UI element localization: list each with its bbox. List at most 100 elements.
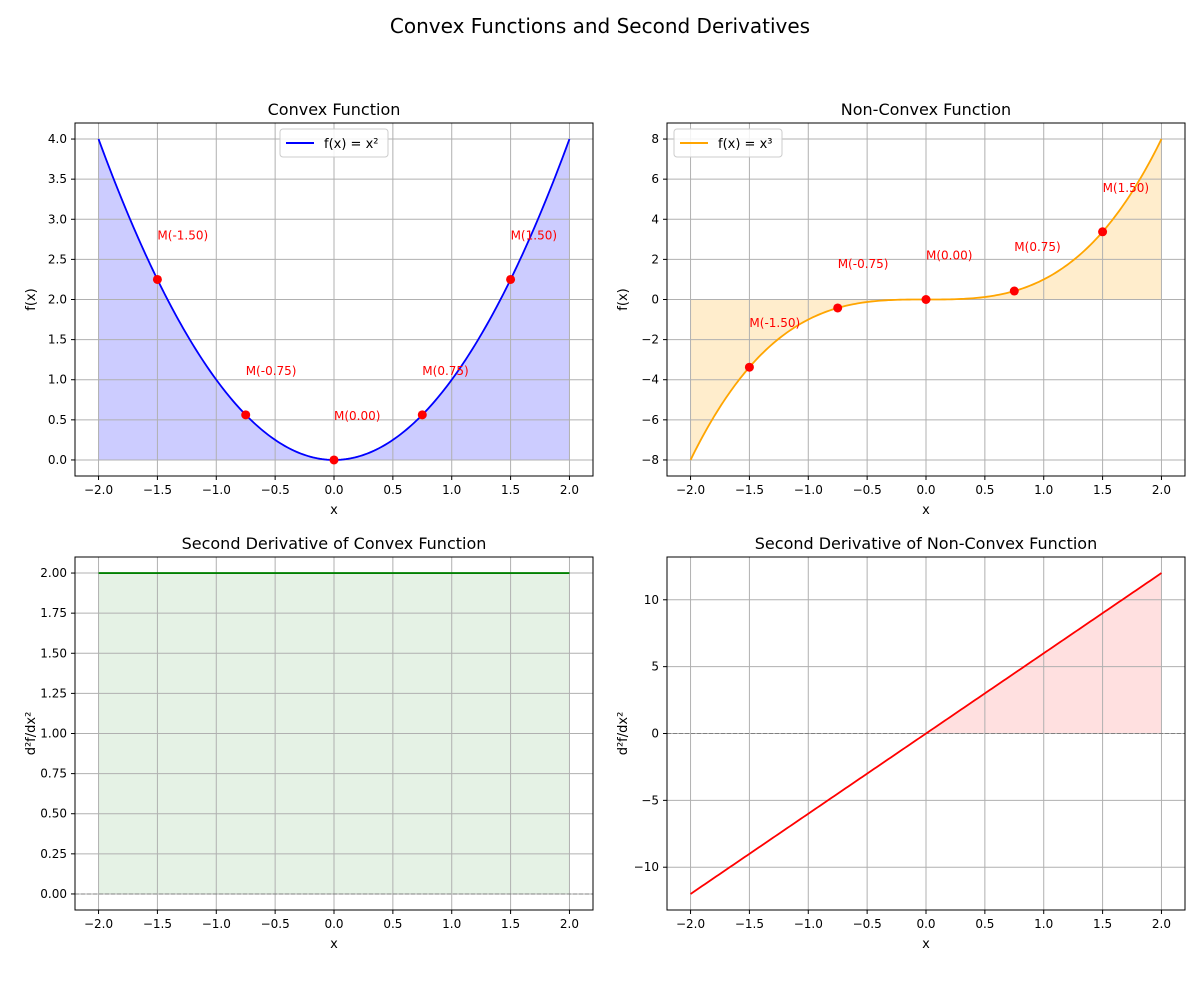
x-axis-label: x <box>330 937 338 952</box>
x-tick-label: 0.0 <box>324 917 343 931</box>
legend: f(x) = x³ <box>673 128 783 158</box>
data-point <box>241 410 251 420</box>
point-annotation: M(0.75) <box>1014 240 1060 254</box>
y-tick-label: 1.50 <box>40 646 67 660</box>
y-tick-label: −2 <box>641 333 659 347</box>
legend-box <box>279 128 389 158</box>
x-tick-label: −1.0 <box>794 483 823 497</box>
y-tick-label: 6 <box>651 172 659 186</box>
legend-box <box>673 128 783 158</box>
plot-area <box>75 557 593 910</box>
y-tick-label: 3.5 <box>48 172 67 186</box>
x-tick-label: 1.5 <box>1093 483 1112 497</box>
x-tick-label: −1.0 <box>202 483 231 497</box>
x-tick-label: 0.5 <box>383 483 402 497</box>
y-tick-label: −6 <box>641 413 659 427</box>
point-annotation: M(0.75) <box>422 364 468 378</box>
y-tick-label: 2.0 <box>48 293 67 307</box>
x-tick-label: −1.5 <box>143 483 172 497</box>
y-tick-label: 4.0 <box>48 132 67 146</box>
data-point <box>152 274 162 284</box>
x-tick-label: 0.0 <box>916 917 935 931</box>
y-tick-label: −10 <box>634 860 659 874</box>
non-convex-second-derivative-panel: −2.0 −1.5 −1.0 −0.5 0.0 0.5 1.0 1.5 2.0 −10 −5 0 5 10… <box>616 534 1186 952</box>
x-tick-label: −2.0 <box>84 917 113 931</box>
y-tick-label: 4 <box>651 212 659 226</box>
y-tick-label: −8 <box>641 453 659 467</box>
x-tick-label: −0.5 <box>853 483 882 497</box>
chart-title: Second Derivative of Non-Convex Function <box>755 534 1097 553</box>
y-tick-label: 1.0 <box>48 373 67 387</box>
x-tick-label: 2.0 <box>1152 483 1171 497</box>
y-tick-label: 0.5 <box>48 413 67 427</box>
y-tick-label: 2 <box>651 252 659 266</box>
x-tick-label: 1.0 <box>442 917 461 931</box>
convex-function-panel: M(-1.50) M(-0.75) M(0.00) M(0.75) M(1.50) −2.… <box>24 100 594 518</box>
y-tick-label: 3.0 <box>48 212 67 226</box>
x-tick-label: 0.5 <box>975 483 994 497</box>
y-tick-label: 8 <box>651 132 659 146</box>
point-annotation: M(0.00) <box>926 249 972 263</box>
x-tick-label: 1.0 <box>442 483 461 497</box>
point-annotation: M(1.50) <box>1103 181 1149 195</box>
y-tick-label: 0.0 <box>48 453 67 467</box>
y-tick-label: 10 <box>644 593 659 607</box>
y-tick-label: 2.00 <box>40 566 67 580</box>
x-tick-label: 1.5 <box>1093 917 1112 931</box>
y-axis-label: d²f/dx² <box>24 712 39 756</box>
x-tick-label: 2.0 <box>560 483 579 497</box>
y-tick-label: 1.25 <box>40 686 67 700</box>
y-tick-label: 0.50 <box>40 807 67 821</box>
y-tick-label: 0.75 <box>40 767 67 781</box>
plot-area <box>667 557 1185 910</box>
x-axis-label: x <box>922 503 930 518</box>
point-annotation: M(-1.50) <box>157 228 208 242</box>
x-tick-label: 2.0 <box>560 917 579 931</box>
plot-area <box>75 123 593 476</box>
x-tick-label: −2.0 <box>84 483 113 497</box>
data-point <box>417 410 427 420</box>
chart-title: Second Derivative of Convex Function <box>182 534 487 553</box>
data-point <box>506 274 516 284</box>
point-annotation: M(-0.75) <box>246 364 297 378</box>
point-annotation: M(-1.50) <box>749 316 800 330</box>
legend-label: f(x) = x² <box>324 137 378 152</box>
x-tick-label: −1.0 <box>794 917 823 931</box>
legend: f(x) = x² <box>279 128 389 158</box>
convex-second-derivative-panel: −2.0 −1.5 −1.0 −0.5 0.0 0.5 1.0 1.5 2.0 0.00 0.25 0… <box>24 534 594 952</box>
y-tick-label: 0 <box>651 293 659 307</box>
x-tick-label: 0.5 <box>975 917 994 931</box>
y-tick-label: −4 <box>641 373 659 387</box>
x-tick-label: −0.5 <box>261 917 290 931</box>
non-convex-function-panel: M(-1.50) M(-0.75) M(0.00) M(0.75) M(1.50) −2.… <box>616 100 1186 518</box>
x-tick-label: 2.0 <box>1152 917 1171 931</box>
y-tick-label: 2.5 <box>48 252 67 266</box>
y-tick-label: 1.00 <box>40 727 67 741</box>
x-tick-label: −2.0 <box>676 483 705 497</box>
x-tick-label: −1.5 <box>735 917 764 931</box>
y-axis-label: f(x) <box>24 288 39 310</box>
y-tick-label: 1.5 <box>48 333 67 347</box>
x-tick-label: 0.0 <box>324 483 343 497</box>
y-axis-label: f(x) <box>616 288 631 310</box>
y-axis-label: d²f/dx² <box>616 712 631 756</box>
figure-title: Convex Functions and Second Derivatives <box>389 14 811 38</box>
y-tick-label: 0 <box>651 727 659 741</box>
data-point <box>744 362 754 372</box>
point-annotation: M(0.00) <box>334 409 380 423</box>
x-axis-label: x <box>922 937 930 952</box>
x-tick-label: 0.5 <box>383 917 402 931</box>
y-tick-label: 0.25 <box>40 847 67 861</box>
x-tick-label: 1.5 <box>501 917 520 931</box>
point-annotation: M(-0.75) <box>838 257 889 271</box>
x-tick-label: −1.5 <box>735 483 764 497</box>
data-point <box>921 295 931 304</box>
x-tick-label: 1.0 <box>1034 917 1053 931</box>
x-tick-label: 1.0 <box>1034 483 1053 497</box>
point-annotation: M(1.50) <box>511 228 557 242</box>
chart-title: Convex Function <box>268 100 401 119</box>
y-tick-label: 0.00 <box>40 887 67 901</box>
chart-title: Non-Convex Function <box>841 100 1011 119</box>
x-tick-label: −1.5 <box>143 917 172 931</box>
